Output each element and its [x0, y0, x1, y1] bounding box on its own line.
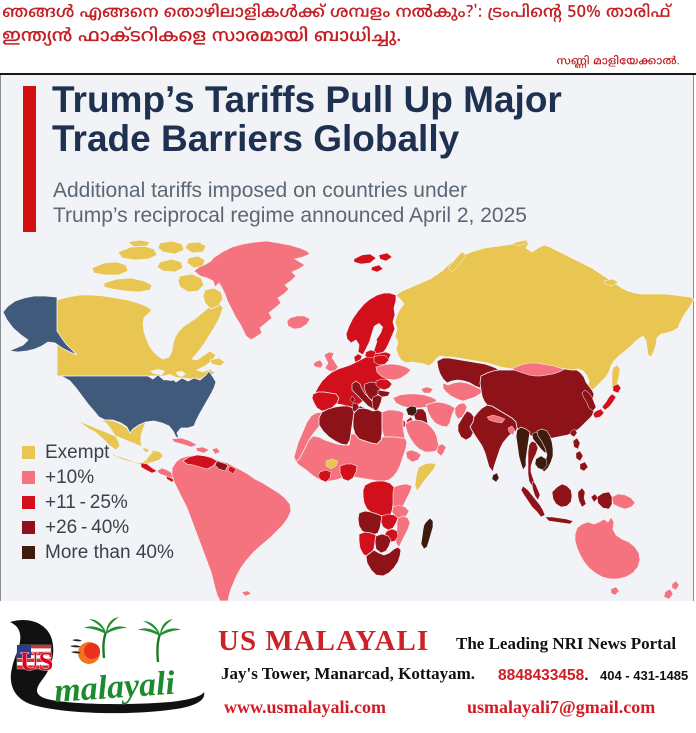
svg-text:malayali: malayali [53, 665, 177, 710]
svg-text:US: US [20, 647, 53, 676]
